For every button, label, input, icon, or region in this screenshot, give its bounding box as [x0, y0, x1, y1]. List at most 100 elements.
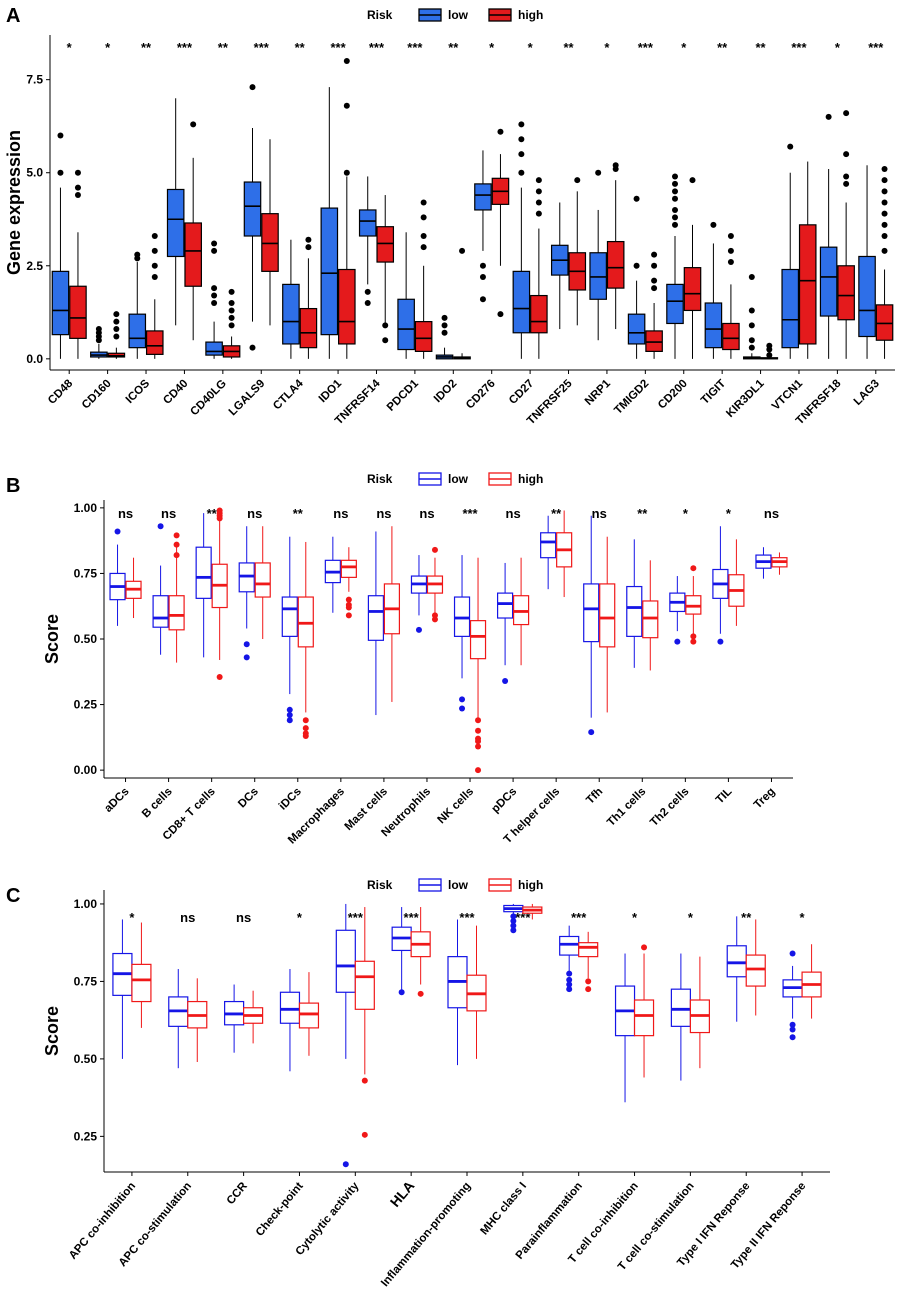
- outlier-point: [651, 285, 658, 292]
- y-tick-label: 7.5: [26, 73, 43, 87]
- outlier-point: [211, 292, 218, 299]
- panel-c: C Risk low high 0.25 0.50 0.75 1.00 Score APC co-…: [6, 878, 830, 1289]
- outlier-point: [173, 552, 180, 559]
- significance-label: ns: [161, 506, 176, 521]
- legend: Risk low high: [367, 8, 543, 22]
- significance-label: *: [835, 40, 841, 55]
- box-low: [503, 903, 524, 934]
- outlier-point: [717, 638, 724, 645]
- outlier-point: [566, 981, 573, 988]
- x-tick-label: Th1 cells: [605, 786, 648, 829]
- significance-label: ns: [376, 506, 391, 521]
- outlier-point: [228, 322, 235, 329]
- x-tick-label: Cytolytic activity: [294, 1180, 362, 1258]
- box-low: [168, 969, 189, 1069]
- box-iqr: [281, 596, 298, 637]
- box-high: [69, 169, 87, 359]
- outlier-point: [633, 262, 640, 269]
- box-low: [782, 950, 803, 1041]
- significance-label: **: [293, 506, 304, 521]
- outlier-point: [382, 337, 389, 344]
- box-high: [187, 978, 208, 1062]
- panel-letter-c: C: [6, 885, 20, 907]
- x-tick-label: HLA: [387, 1178, 418, 1210]
- significance-label: ***: [330, 40, 346, 55]
- box-low: [279, 969, 301, 1072]
- outlier-point: [243, 641, 250, 648]
- outlier-point: [535, 199, 542, 206]
- box-high: [683, 177, 702, 359]
- significance-label: **: [218, 40, 229, 55]
- significance-label: *: [800, 910, 806, 925]
- outlier-point: [748, 344, 755, 351]
- box-high: [131, 922, 152, 1028]
- box-low: [589, 169, 607, 341]
- box-iqr: [168, 595, 185, 631]
- box-iqr: [195, 546, 212, 599]
- y-tick-label: 0.00: [74, 763, 98, 777]
- significance-label: *: [726, 506, 732, 521]
- significance-label: **: [295, 40, 306, 55]
- box-low: [112, 919, 133, 1059]
- x-tick-label: B cells: [140, 786, 175, 821]
- box-high: [642, 560, 659, 671]
- outlier-point: [497, 128, 504, 135]
- box-low: [205, 240, 223, 359]
- box-iqr: [335, 929, 356, 993]
- box-low: [320, 87, 339, 359]
- significance-label: **: [207, 506, 218, 521]
- y-axis: 0.00 0.25 0.50 0.75 1.00 Score: [42, 500, 105, 778]
- box-low: [397, 232, 415, 359]
- box-low: [453, 555, 471, 712]
- y-tick-label: 1.00: [74, 897, 98, 911]
- box-low: [819, 113, 838, 359]
- outlier-point: [364, 288, 371, 295]
- box-high: [125, 557, 142, 619]
- outlier-point: [789, 950, 796, 957]
- box-iqr: [166, 188, 185, 258]
- box-iqr: [745, 954, 766, 987]
- legend-label-high: high: [518, 472, 543, 486]
- outlier-point: [114, 528, 121, 535]
- outlier-point: [766, 352, 773, 359]
- outlier-point: [343, 102, 350, 109]
- box-low: [474, 150, 492, 303]
- y-tick-label: 0.75: [74, 974, 98, 988]
- outlier-point: [651, 262, 658, 269]
- box-high: [222, 288, 241, 359]
- outlier-point: [748, 337, 755, 344]
- outlier-point: [510, 927, 517, 934]
- x-tick-label: Th2 cells: [648, 786, 691, 829]
- outlier-point: [690, 633, 697, 640]
- box-high: [168, 532, 185, 663]
- x-tick-label: iDCs: [277, 786, 304, 813]
- outlier-point: [710, 221, 717, 228]
- x-tick-label: KIR3DL1: [724, 377, 767, 420]
- box-high: [184, 121, 202, 341]
- box-high: [243, 990, 264, 1044]
- box-low: [152, 523, 169, 655]
- legend-title: Risk: [367, 878, 393, 892]
- outlier-point: [727, 247, 734, 254]
- significance-label: ***: [177, 40, 193, 55]
- significance-label: *: [688, 910, 694, 925]
- significance-label: ***: [638, 40, 654, 55]
- outlier-point: [228, 307, 235, 314]
- outlier-point: [479, 296, 486, 303]
- x-tick-label: IDO2: [432, 378, 459, 405]
- outlier-point: [342, 1161, 349, 1168]
- series-high: [131, 903, 822, 1138]
- box-high: [254, 526, 271, 639]
- panel-letter-b: B: [6, 475, 20, 497]
- y-tick-label: 0.75: [74, 566, 98, 580]
- box-low: [559, 925, 580, 993]
- box-iqr: [340, 559, 357, 578]
- box-iqr: [583, 583, 600, 643]
- box-high: [491, 128, 510, 318]
- x-tick-label: LAG3: [852, 378, 882, 408]
- series-low: [51, 84, 876, 360]
- box-iqr: [261, 213, 279, 272]
- y-axis-title: Gene expression: [4, 130, 24, 275]
- outlier-point: [475, 743, 482, 750]
- box-high: [354, 907, 375, 1138]
